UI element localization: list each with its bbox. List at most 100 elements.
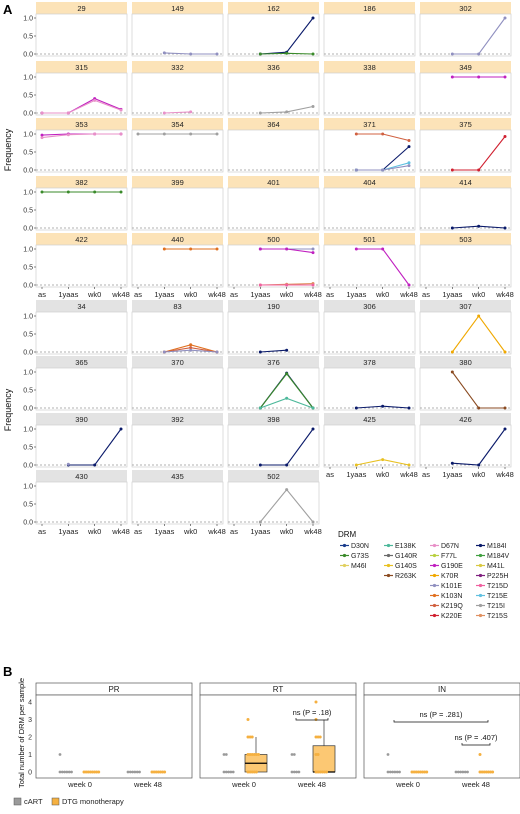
facet-strip bbox=[420, 2, 511, 14]
facet-label: RT bbox=[273, 685, 284, 694]
point-cart bbox=[461, 770, 465, 774]
plot-area bbox=[419, 13, 512, 57]
point-M184I bbox=[407, 145, 411, 149]
legend-marker-K101E bbox=[432, 583, 437, 588]
plot-area bbox=[323, 129, 416, 173]
point-K101E bbox=[66, 462, 70, 466]
legend-swatch bbox=[13, 797, 22, 806]
point-E138K bbox=[311, 406, 315, 410]
facet-371: 371 bbox=[323, 118, 416, 173]
facet-label: IN bbox=[438, 685, 446, 694]
point-dtg bbox=[95, 770, 99, 774]
panel-a: A 29 0.0 0.5 1.0 149 162 186 302 315 0.0 0.5 1.0 332 3… bbox=[3, 2, 514, 536]
point-cart bbox=[224, 753, 228, 756]
point-dtg bbox=[84, 770, 88, 774]
facet-label: 435 bbox=[171, 472, 184, 481]
plot-area bbox=[419, 424, 512, 468]
facet-414: 414 bbox=[419, 176, 512, 231]
point-cart bbox=[454, 770, 458, 774]
point-T215I bbox=[258, 520, 262, 524]
point-G140S bbox=[381, 458, 385, 462]
facet-label: 414 bbox=[459, 178, 472, 187]
point-cart bbox=[290, 770, 294, 774]
point-dtg bbox=[316, 753, 320, 756]
point-G73S bbox=[93, 190, 97, 194]
point-dtg bbox=[246, 770, 250, 774]
facet-label: 353 bbox=[75, 120, 88, 129]
legend-label-K70R: K70R bbox=[441, 573, 459, 580]
facet-strip bbox=[228, 176, 319, 188]
y-tick-label: 0.0 bbox=[23, 168, 33, 175]
facet-label: 430 bbox=[75, 472, 88, 481]
facet-PR: PR 0 1 2 3 4 week 0 week 48 bbox=[28, 682, 193, 789]
facet-label: 502 bbox=[267, 472, 280, 481]
facet-338: 338 bbox=[323, 61, 416, 116]
point-G73S bbox=[40, 190, 44, 194]
facet-501: 501 as 1yaas wk0 wk48 bbox=[323, 233, 418, 299]
x-tick-label: week 48 bbox=[297, 780, 326, 789]
point-G73S bbox=[311, 52, 315, 56]
facet-label: 149 bbox=[171, 4, 184, 13]
plot-area bbox=[419, 311, 512, 355]
point-dtg bbox=[161, 770, 164, 774]
facet-336: 336 bbox=[227, 61, 320, 116]
facet-strip bbox=[324, 176, 415, 188]
facet-strip bbox=[36, 356, 127, 368]
point-dtg bbox=[314, 735, 318, 739]
facet-306: 306 bbox=[323, 300, 416, 355]
facet-426: 426 as 1yaas wk0 wk48 bbox=[419, 413, 514, 479]
point-K70R bbox=[503, 350, 507, 354]
facet-strip bbox=[228, 300, 319, 312]
plot-area bbox=[227, 13, 320, 57]
point-dtg bbox=[410, 770, 414, 774]
point-D67N bbox=[66, 111, 70, 115]
plot-area bbox=[35, 481, 128, 525]
point-cart bbox=[63, 770, 66, 774]
facet-399: 399 bbox=[131, 176, 224, 231]
x-tick-label: 1yaas bbox=[346, 290, 366, 299]
facet-349: 349 bbox=[419, 61, 512, 116]
point-G190E bbox=[311, 251, 315, 255]
y-tick-label: 0 bbox=[28, 770, 32, 777]
facet-353: 353 0.0 0.5 1.0 bbox=[23, 118, 128, 175]
legend-marker-T215D bbox=[478, 583, 483, 588]
point-dtg bbox=[254, 770, 258, 774]
point-K101E bbox=[311, 247, 315, 251]
plot-area bbox=[35, 367, 128, 411]
facet-390: 390 0.0 0.5 1.0 bbox=[23, 413, 128, 470]
point-dtg bbox=[250, 753, 254, 756]
point-M184I bbox=[354, 406, 358, 410]
legend-label-T215E: T215E bbox=[487, 593, 508, 600]
point-G73S bbox=[285, 51, 289, 55]
legend-marker-G73S bbox=[342, 553, 347, 558]
point-M184I bbox=[119, 427, 123, 431]
point-T215I bbox=[162, 132, 166, 136]
facet-RT: RT week 0 week 48 bbox=[199, 682, 357, 789]
facet-strip bbox=[420, 300, 511, 312]
point-K220E bbox=[503, 135, 507, 139]
x-tick-label: 1yaas bbox=[58, 290, 78, 299]
point-T215E bbox=[407, 161, 411, 165]
x-tick-label: 1yaas bbox=[154, 527, 174, 536]
plot-area bbox=[131, 13, 224, 57]
facet-label: 83 bbox=[173, 302, 181, 311]
point-cart bbox=[388, 770, 392, 774]
plot-area bbox=[35, 694, 193, 779]
facet-382: 382 0.0 0.5 1.0 bbox=[23, 176, 128, 233]
facet-label: 306 bbox=[363, 302, 376, 311]
facet-strip bbox=[36, 470, 127, 482]
plot-area bbox=[323, 367, 416, 411]
facet-401: 401 bbox=[227, 176, 320, 231]
facet-392: 392 bbox=[131, 413, 224, 468]
point-G73S bbox=[66, 190, 70, 194]
y-tick-label: 0.5 bbox=[23, 445, 33, 452]
point-D67N bbox=[66, 133, 70, 137]
y-tick-label: 1.0 bbox=[23, 484, 33, 491]
facet-label: 378 bbox=[363, 358, 376, 367]
point-M184I bbox=[477, 224, 481, 228]
legend-swatch bbox=[51, 797, 60, 806]
y-tick-label: 0.0 bbox=[23, 283, 33, 290]
facet-378: 378 bbox=[323, 356, 416, 411]
point-E138K bbox=[258, 406, 262, 410]
x-tick-label: as bbox=[134, 527, 142, 536]
